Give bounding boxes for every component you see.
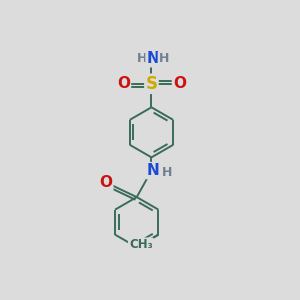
Text: O: O bbox=[99, 175, 112, 190]
Text: H: H bbox=[162, 166, 172, 178]
Text: N: N bbox=[147, 51, 159, 66]
Text: O: O bbox=[117, 76, 130, 91]
Text: N: N bbox=[147, 163, 159, 178]
Text: CH₃: CH₃ bbox=[129, 238, 153, 251]
Text: S: S bbox=[146, 75, 158, 93]
Text: H: H bbox=[137, 52, 147, 65]
Text: H: H bbox=[159, 52, 169, 65]
Text: O: O bbox=[173, 76, 186, 91]
